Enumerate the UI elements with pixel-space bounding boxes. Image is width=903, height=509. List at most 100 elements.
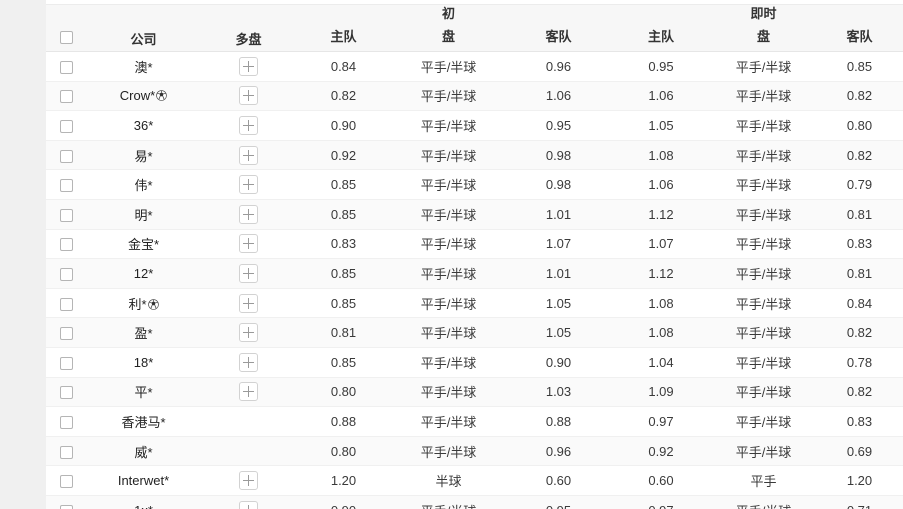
row-checkbox[interactable]	[59, 149, 73, 163]
table-row[interactable]: 香港马* 0.88 平手/半球 0.88 0.97 平手/半球 0.83	[46, 406, 903, 437]
table-row[interactable]: 利* 0.85 平手/半球 1.05 1.08 平手/半球 0.84	[46, 288, 903, 319]
table-row[interactable]: 12* 0.85 平手/半球 1.01 1.12 平手/半球 0.81	[46, 258, 903, 289]
row-checkbox[interactable]	[59, 120, 73, 134]
company-cell[interactable]: 1x*	[86, 495, 201, 509]
row-select-cell[interactable]	[46, 465, 86, 496]
header-initial-home[interactable]: 主队	[296, 5, 391, 52]
multi-handicap-cell[interactable]	[201, 288, 296, 319]
row-checkbox[interactable]	[59, 415, 73, 429]
table-row[interactable]: 平* 0.80 平手/半球 1.03 1.09 平手/半球 0.82	[46, 377, 903, 408]
row-select-cell[interactable]	[46, 199, 86, 230]
company-cell[interactable]: 18*	[86, 347, 201, 378]
row-checkbox[interactable]	[59, 504, 73, 509]
multi-handicap-cell[interactable]	[201, 110, 296, 141]
row-select-cell[interactable]	[46, 288, 86, 319]
company-cell[interactable]: 伟*	[86, 169, 201, 200]
table-row[interactable]: 威* 0.80 平手/半球 0.96 0.92 平手/半球 0.69	[46, 436, 903, 467]
row-select-cell[interactable]	[46, 140, 86, 171]
multi-handicap-cell[interactable]	[201, 81, 296, 112]
row-checkbox[interactable]	[59, 208, 73, 222]
company-cell[interactable]: 金宝*	[86, 229, 201, 260]
multi-handicap-cell[interactable]	[201, 199, 296, 230]
row-select-cell[interactable]	[46, 51, 86, 82]
row-select-cell[interactable]	[46, 436, 86, 467]
header-live-handicap[interactable]: 即时 盘	[711, 5, 816, 52]
row-checkbox[interactable]	[59, 386, 73, 400]
row-checkbox[interactable]	[59, 475, 73, 489]
row-select-cell[interactable]	[46, 110, 86, 141]
plus-icon[interactable]	[239, 86, 258, 106]
plus-icon[interactable]	[239, 204, 258, 224]
plus-icon[interactable]	[239, 500, 258, 509]
plus-icon[interactable]	[239, 145, 258, 165]
row-checkbox[interactable]	[59, 356, 73, 370]
company-cell[interactable]: 盈*	[86, 317, 201, 348]
company-cell[interactable]: 36*	[86, 110, 201, 141]
plus-icon[interactable]	[239, 293, 258, 313]
company-cell[interactable]: 12*	[86, 258, 201, 289]
row-select-cell[interactable]	[46, 317, 86, 348]
company-cell[interactable]: 利*	[86, 288, 201, 319]
table-row[interactable]: Interwet* 1.20 半球 0.60 0.60 平手 1.20	[46, 465, 903, 496]
table-row[interactable]: 36* 0.90 平手/半球 0.95 1.05 平手/半球 0.80	[46, 110, 903, 141]
table-row[interactable]: 易* 0.92 平手/半球 0.98 1.08 平手/半球 0.82	[46, 140, 903, 171]
multi-handicap-cell[interactable]	[201, 495, 296, 509]
company-cell[interactable]: 威*	[86, 436, 201, 467]
plus-icon[interactable]	[239, 175, 258, 195]
company-cell[interactable]: Interwet*	[86, 465, 201, 496]
table-row[interactable]: 澳* 0.84 平手/半球 0.96 0.95 平手/半球 0.85	[46, 51, 903, 82]
plus-icon[interactable]	[239, 115, 258, 135]
header-live-away[interactable]: 客队	[816, 5, 903, 52]
plus-icon[interactable]	[239, 352, 258, 372]
plus-icon[interactable]	[239, 323, 258, 343]
multi-handicap-cell[interactable]	[201, 465, 296, 496]
table-row[interactable]: 金宝* 0.83 平手/半球 1.07 1.07 平手/半球 0.83	[46, 229, 903, 260]
plus-icon[interactable]	[239, 56, 258, 76]
header-initial-away[interactable]: 客队	[506, 5, 611, 52]
row-checkbox[interactable]	[59, 445, 73, 459]
row-checkbox[interactable]	[59, 327, 73, 341]
table-row[interactable]: 18* 0.85 平手/半球 0.90 1.04 平手/半球 0.78	[46, 347, 903, 378]
header-initial-handicap[interactable]: 初 盘	[391, 5, 506, 52]
row-checkbox[interactable]	[59, 179, 73, 193]
header-select-all-cell[interactable]	[46, 5, 86, 52]
row-checkbox[interactable]	[59, 238, 73, 252]
table-row[interactable]: 伟* 0.85 平手/半球 0.98 1.06 平手/半球 0.79	[46, 169, 903, 200]
row-select-cell[interactable]	[46, 406, 86, 437]
select-all-checkbox[interactable]	[59, 31, 73, 45]
multi-handicap-cell[interactable]	[201, 169, 296, 200]
header-multi[interactable]: 多盘	[201, 5, 296, 52]
table-row[interactable]: 盈* 0.81 平手/半球 1.05 1.08 平手/半球 0.82	[46, 317, 903, 348]
company-cell[interactable]: 易*	[86, 140, 201, 171]
row-checkbox[interactable]	[59, 267, 73, 281]
plus-icon[interactable]	[239, 234, 258, 254]
company-cell[interactable]: 澳*	[86, 51, 201, 82]
row-select-cell[interactable]	[46, 347, 86, 378]
row-checkbox[interactable]	[59, 297, 73, 311]
company-cell[interactable]: 平*	[86, 377, 201, 408]
table-row[interactable]: 明* 0.85 平手/半球 1.01 1.12 平手/半球 0.81	[46, 199, 903, 230]
header-live-home[interactable]: 主队	[611, 5, 711, 52]
multi-handicap-cell[interactable]	[201, 377, 296, 408]
company-cell[interactable]: Crow*	[86, 81, 201, 112]
row-select-cell[interactable]	[46, 258, 86, 289]
plus-icon[interactable]	[239, 382, 258, 402]
plus-icon[interactable]	[239, 263, 258, 283]
row-select-cell[interactable]	[46, 229, 86, 260]
header-company[interactable]: 公司	[86, 5, 201, 52]
row-select-cell[interactable]	[46, 495, 86, 509]
row-checkbox[interactable]	[59, 60, 73, 74]
company-cell[interactable]: 明*	[86, 199, 201, 230]
row-checkbox[interactable]	[59, 90, 73, 104]
row-select-cell[interactable]	[46, 81, 86, 112]
company-cell[interactable]: 香港马*	[86, 406, 201, 437]
multi-handicap-cell[interactable]	[201, 229, 296, 260]
plus-icon[interactable]	[239, 471, 258, 491]
row-select-cell[interactable]	[46, 169, 86, 200]
table-row[interactable]: Crow* 0.82 平手/半球 1.06 1.06 平手/半球 0.82	[46, 81, 903, 112]
multi-handicap-cell[interactable]	[201, 140, 296, 171]
multi-handicap-cell[interactable]	[201, 258, 296, 289]
row-select-cell[interactable]	[46, 377, 86, 408]
multi-handicap-cell[interactable]	[201, 317, 296, 348]
